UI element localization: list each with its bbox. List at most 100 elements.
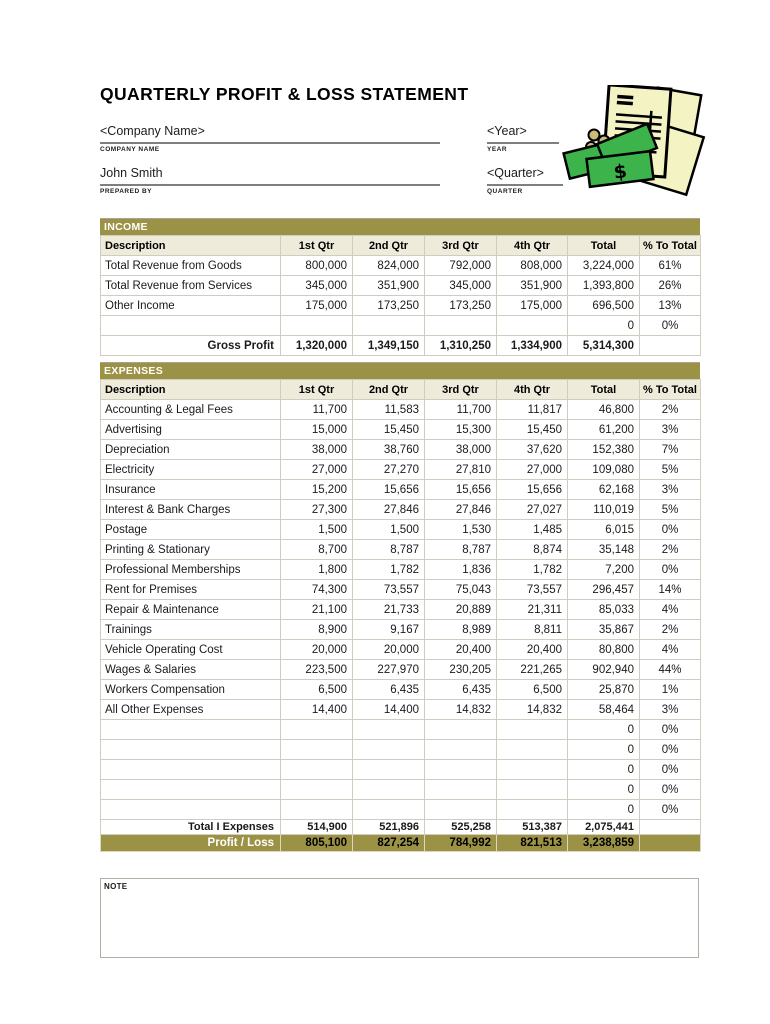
cell-description: Accounting & Legal Fees: [100, 399, 281, 420]
cell-description: Total Revenue from Services: [100, 275, 281, 296]
cell-q3: 6,435: [424, 679, 497, 700]
cell-q2: 8,787: [352, 539, 425, 560]
cell-total: 6,015: [567, 519, 640, 540]
cell-q1: 805,100: [280, 834, 353, 852]
cell-q1: 27,300: [280, 499, 353, 520]
cell-q2: 38,760: [352, 439, 425, 460]
cell-pct: 3%: [639, 699, 701, 720]
note-box[interactable]: NOTE: [100, 878, 699, 958]
cell-q4: [496, 759, 568, 780]
expense-row: All Other Expenses 14,400 14,400 14,832 …: [100, 699, 701, 720]
cell-q4: [496, 799, 568, 820]
cell-q3: 784,992: [424, 834, 497, 852]
cell-description: Electricity: [100, 459, 281, 480]
gross-profit-row: Gross Profit 1,320,000 1,349,150 1,310,2…: [100, 335, 701, 356]
cell-q1: 15,000: [280, 419, 353, 440]
cell-total: 7,200: [567, 559, 640, 580]
cell-description: Advertising: [100, 419, 281, 440]
cell-q1: 514,900: [280, 819, 353, 835]
cell-q3: 1,310,250: [424, 335, 497, 356]
cell-pct: [639, 819, 701, 835]
cell-description: Total Revenue from Goods: [100, 255, 281, 276]
cell-description: Depreciation: [100, 439, 281, 460]
cell-description: Wages & Salaries: [100, 659, 281, 680]
cell-q2: 20,000: [352, 639, 425, 660]
cell-description: [100, 759, 281, 780]
cell-q3: 345,000: [424, 275, 497, 296]
year-field[interactable]: <Year>: [487, 124, 559, 144]
cell-pct: 0%: [639, 739, 701, 760]
cell-total: 0: [567, 779, 640, 800]
cell-total: 25,870: [567, 679, 640, 700]
expense-row: 0 0%: [100, 759, 701, 780]
cell-q3: 27,846: [424, 499, 497, 520]
cell-q1: [280, 759, 353, 780]
cell-total: 3,238,859: [567, 834, 640, 852]
cell-q4: 1,485: [496, 519, 568, 540]
cell-q2: [352, 779, 425, 800]
income-row: Total Revenue from Goods 800,000 824,000…: [100, 255, 701, 276]
cell-q2: [352, 759, 425, 780]
cell-q3: 75,043: [424, 579, 497, 600]
cell-q4: 27,000: [496, 459, 568, 480]
cell-q2: 521,896: [352, 819, 425, 835]
cell-q4: 15,656: [496, 479, 568, 500]
cell-total: 152,380: [567, 439, 640, 460]
cell-q3: [424, 759, 497, 780]
income-row: Total Revenue from Services 345,000 351,…: [100, 275, 701, 296]
cell-description: Professional Memberships: [100, 559, 281, 580]
cell-q2: 27,846: [352, 499, 425, 520]
gross-profit-label: Gross Profit: [100, 335, 281, 356]
company-name-field[interactable]: <Company Name>: [100, 124, 440, 144]
column-header-q4: 4th Qtr: [496, 235, 568, 256]
cell-q1: 15,200: [280, 479, 353, 500]
cell-q4: 221,265: [496, 659, 568, 680]
cell-total: 696,500: [567, 295, 640, 316]
cell-q4: 21,311: [496, 599, 568, 620]
cell-total: 0: [567, 719, 640, 740]
cell-q1: [280, 799, 353, 820]
cell-q4: 8,874: [496, 539, 568, 560]
year-label: YEAR: [487, 146, 508, 153]
cell-pct: 4%: [639, 599, 701, 620]
cell-pct: 5%: [639, 499, 701, 520]
cell-total: 46,800: [567, 399, 640, 420]
expenses-header-row: Description 1st Qtr 2nd Qtr 3rd Qtr 4th …: [100, 379, 701, 400]
prepared-by-field[interactable]: John Smith: [100, 166, 440, 186]
cell-q3: 8,787: [424, 539, 497, 560]
expense-row: 0 0%: [100, 799, 701, 820]
cell-q4: 821,513: [496, 834, 568, 852]
expense-row: 0 0%: [100, 719, 701, 740]
company-name-field-group: <Company Name> COMPANY NAME: [100, 124, 440, 153]
cell-q3: 14,832: [424, 699, 497, 720]
cell-q3: [424, 799, 497, 820]
cell-total: 296,457: [567, 579, 640, 600]
cell-pct: 2%: [639, 539, 701, 560]
cell-q3: [424, 739, 497, 760]
cell-q4: 513,387: [496, 819, 568, 835]
cell-total: 80,800: [567, 639, 640, 660]
cell-q2: 1,349,150: [352, 335, 425, 356]
cell-description: Rent for Premises: [100, 579, 281, 600]
cell-q3: 173,250: [424, 295, 497, 316]
column-header-q2: 2nd Qtr: [352, 379, 425, 400]
cell-description: Insurance: [100, 479, 281, 500]
income-section-header: INCOME: [100, 218, 700, 235]
cell-q2: 827,254: [352, 834, 425, 852]
dollar-bill-icon: $: [562, 122, 659, 189]
cell-total: 3,224,000: [567, 255, 640, 276]
cell-q2: [352, 719, 425, 740]
column-header-total: Total: [567, 235, 640, 256]
cell-pct: 0%: [639, 799, 701, 820]
cell-q3: 11,700: [424, 399, 497, 420]
cell-q1: 1,500: [280, 519, 353, 540]
total-expenses-label: Total I Expenses: [100, 819, 281, 835]
cell-q1: 38,000: [280, 439, 353, 460]
quarter-field[interactable]: <Quarter>: [487, 166, 563, 186]
column-header-pct: % To Total: [639, 379, 701, 400]
column-header-pct: % To Total: [639, 235, 701, 256]
cell-q1: [280, 739, 353, 760]
cell-q2: 824,000: [352, 255, 425, 276]
cell-q1: 6,500: [280, 679, 353, 700]
cell-pct: 2%: [639, 619, 701, 640]
